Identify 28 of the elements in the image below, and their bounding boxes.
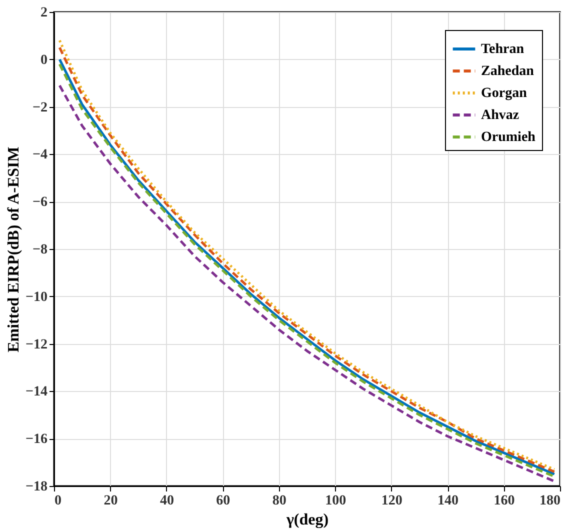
x-tick-label: 160 [494,494,515,508]
legend-label: Zahedan [481,64,534,79]
y-tick-label: −14 [26,384,48,400]
y-tick-label: −4 [32,148,48,163]
y-axis-title: Emitted EIRP(dB) of A-ESIM [6,146,23,352]
x-tick-label: 120 [381,494,402,508]
y-tick-label: −2 [32,100,48,116]
y-tick-label: −12 [26,337,48,352]
y-tick-label: −16 [26,432,48,448]
y-tick-label: −8 [32,242,48,258]
legend-label: Tehran [481,42,524,57]
x-tick-label: 60 [216,494,230,508]
x-tick-label: 100 [325,494,346,508]
x-tick-label: 80 [272,494,286,508]
x-axis-title: γ(deg) [285,512,329,528]
y-tick-label: −10 [26,290,48,305]
y-tick-label: −18 [26,480,48,494]
legend-label: Ahvaz [481,108,520,123]
x-tick-label: 40 [160,494,174,508]
y-tick-label: −6 [32,195,48,210]
legend-label: Orumieh [481,130,536,145]
y-tick-label: 2 [40,6,48,20]
y-tick-label: 0 [40,52,48,68]
legend-label: Gorgan [481,86,528,101]
x-tick-label: 140 [438,494,459,508]
x-tick-label: 0 [54,494,62,508]
x-tick-label: 20 [104,494,118,508]
x-tick-label: 180 [540,494,560,508]
